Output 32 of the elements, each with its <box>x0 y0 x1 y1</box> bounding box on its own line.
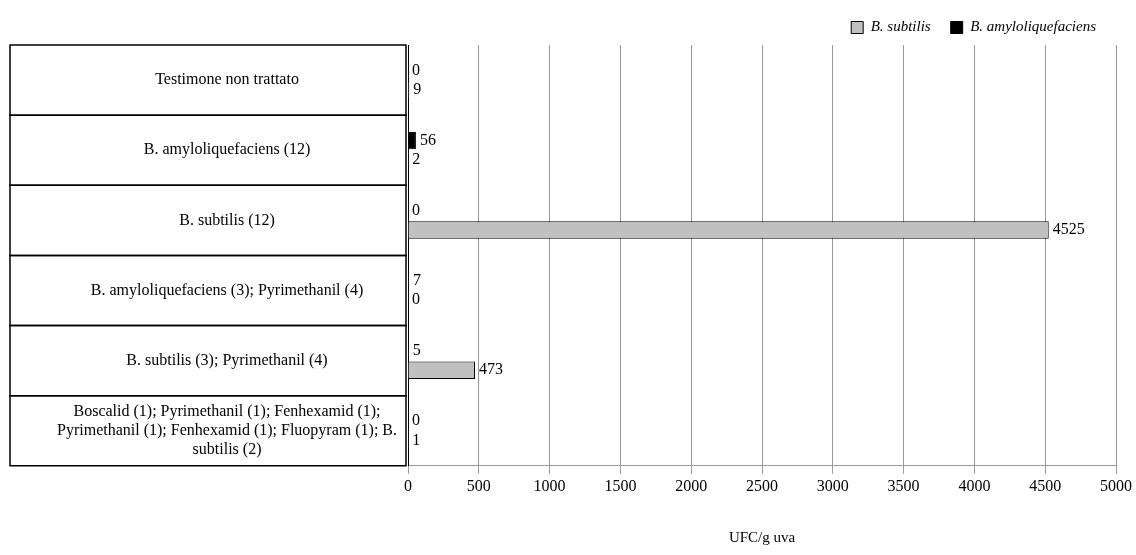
x-tick-label: 500 <box>466 476 491 494</box>
data-label: 56 <box>419 130 436 148</box>
legend-label: B. subtilis <box>870 18 931 35</box>
data-label: 4525 <box>1052 220 1085 238</box>
y-tick-label: Boscalid (1); Pyrimethanil (1); Fenhexamid (1); Pyrimethanil (1); Fenhexamid (1); Fluopyram (1); B. subtilis (2) <box>57 401 397 459</box>
y-tick-label: B. subtilis (12) <box>179 210 275 229</box>
data-label: 5 <box>412 341 421 359</box>
x-tick-label: 4500 <box>1029 476 1062 494</box>
x-tick-label: 5000 <box>1100 476 1132 494</box>
data-label: 9 <box>413 79 422 97</box>
data-label: 0 <box>412 60 420 78</box>
y-tick-label: Testimone non trattato <box>155 70 299 88</box>
x-tick-label: 1000 <box>533 476 566 494</box>
data-label: 473 <box>478 360 503 378</box>
legend-label: B. amyloliquefaciens <box>970 18 1097 35</box>
y-tick-label: B. amyloliquefaciens (3); Pyrimethanil (4) <box>90 280 364 299</box>
data-label: 0 <box>412 200 420 218</box>
data-label: 2 <box>412 150 421 168</box>
data-label: 0 <box>412 411 420 429</box>
x-tick-label: 2000 <box>675 476 708 494</box>
y-tick-label: B. amyloliquefaciens (12) <box>143 140 311 159</box>
data-label: 1 <box>412 430 421 448</box>
data-label: 7 <box>412 271 421 289</box>
x-tick-label: 4000 <box>958 476 991 494</box>
x-tick-label: 1500 <box>604 476 637 494</box>
data-label: 0 <box>412 290 420 308</box>
x-tick-label: 3000 <box>816 476 849 494</box>
x-axis-title: UFC/g uva <box>728 528 796 545</box>
x-tick-label: 0 <box>404 476 412 494</box>
x-tick-label: 2500 <box>746 476 778 494</box>
x-tick-label: 3500 <box>887 476 920 494</box>
y-tick-label: B. subtilis (3); Pyrimethanil (4) <box>126 350 328 369</box>
